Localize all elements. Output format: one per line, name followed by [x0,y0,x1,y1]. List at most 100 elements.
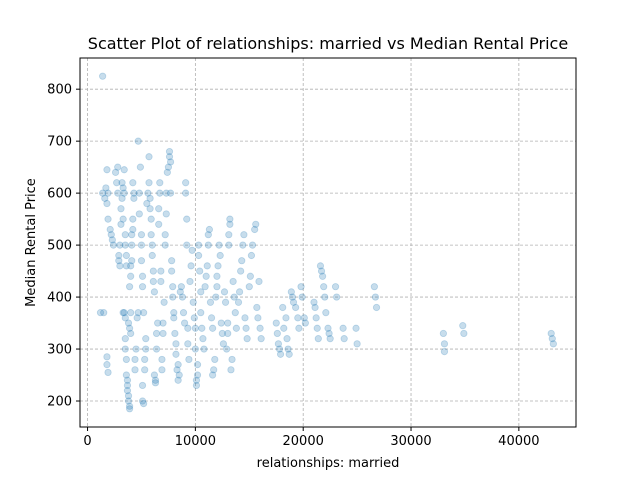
data-point [123,376,132,384]
data-point [134,137,142,145]
data-point [174,361,182,369]
data-point [252,220,260,228]
data-point [276,350,285,358]
data-point [314,335,322,343]
data-point [160,298,168,306]
data-point [226,220,234,228]
y-tick-label: 700 [47,135,72,150]
data-point [214,262,222,270]
data-point [164,163,173,171]
data-point [104,189,112,197]
data-point [182,189,190,197]
data-point [162,210,170,218]
data-point [275,345,284,353]
data-point [121,345,129,353]
data-point [184,324,192,332]
y-axis-label: Median Rental Price [24,178,39,307]
data-point [128,231,136,239]
data-point [229,277,237,286]
data-point [103,166,111,174]
data-point [234,298,243,306]
data-point [145,179,153,187]
data-point [298,293,306,301]
data-point [127,309,135,317]
data-point [171,329,179,338]
data-point [225,231,233,239]
data-point [287,288,295,296]
data-point [245,283,253,291]
data-point [209,371,217,379]
data-point [201,283,209,291]
data-point [440,340,449,348]
data-point [169,293,177,301]
data-point [149,267,157,275]
data-point [235,288,244,296]
data-point [143,199,151,208]
data-point [124,319,133,327]
data-point [152,329,161,338]
data-point [131,355,139,364]
x-tick-label: 20000 [283,434,324,449]
data-point [325,329,333,338]
data-point [224,329,232,338]
data-point [241,314,249,322]
data-point [150,288,158,296]
data-point [124,392,133,400]
data-point [166,189,175,197]
data-point [172,340,180,348]
data-point [326,335,334,343]
data-point [188,246,196,254]
data-point [191,345,199,353]
data-point [123,381,132,390]
data-point [128,241,136,249]
data-point [137,241,146,249]
data-point [127,262,135,270]
data-point [231,309,239,317]
data-point [138,283,147,291]
data-point [120,309,128,317]
data-point [295,324,303,332]
data-point [100,309,108,317]
data-point [352,324,360,332]
data-point [212,293,220,301]
data-point [157,267,165,275]
data-point [120,166,128,174]
data-point [168,257,176,265]
data-point [138,397,147,405]
data-point [106,225,114,234]
data-point [156,189,164,197]
data-point [216,251,224,260]
data-point [123,387,132,395]
data-point [122,262,130,270]
data-point [118,179,126,187]
data-point [119,184,127,192]
data-point [460,329,468,338]
data-point [127,329,135,338]
data-point [126,405,134,413]
x-tick-label: 30000 [390,434,431,449]
data-point [272,319,280,327]
data-point [159,319,167,327]
data-point [133,314,141,322]
data-point [197,288,205,296]
data-point [96,309,105,317]
data-point [353,340,361,348]
data-point [213,283,221,291]
data-point [151,376,160,384]
data-point [372,303,381,312]
data-point [547,329,555,338]
data-point [190,314,198,322]
data-point [257,335,265,343]
data-point [251,225,259,234]
data-point [217,319,225,327]
y-tick-label: 300 [47,343,72,358]
data-point [549,340,557,348]
data-point [157,277,165,286]
data-point [161,231,169,239]
data-point [248,241,257,249]
data-point [322,309,330,317]
data-point [107,231,115,239]
data-point [137,257,146,265]
data-point [209,324,217,332]
data-point [120,189,128,197]
